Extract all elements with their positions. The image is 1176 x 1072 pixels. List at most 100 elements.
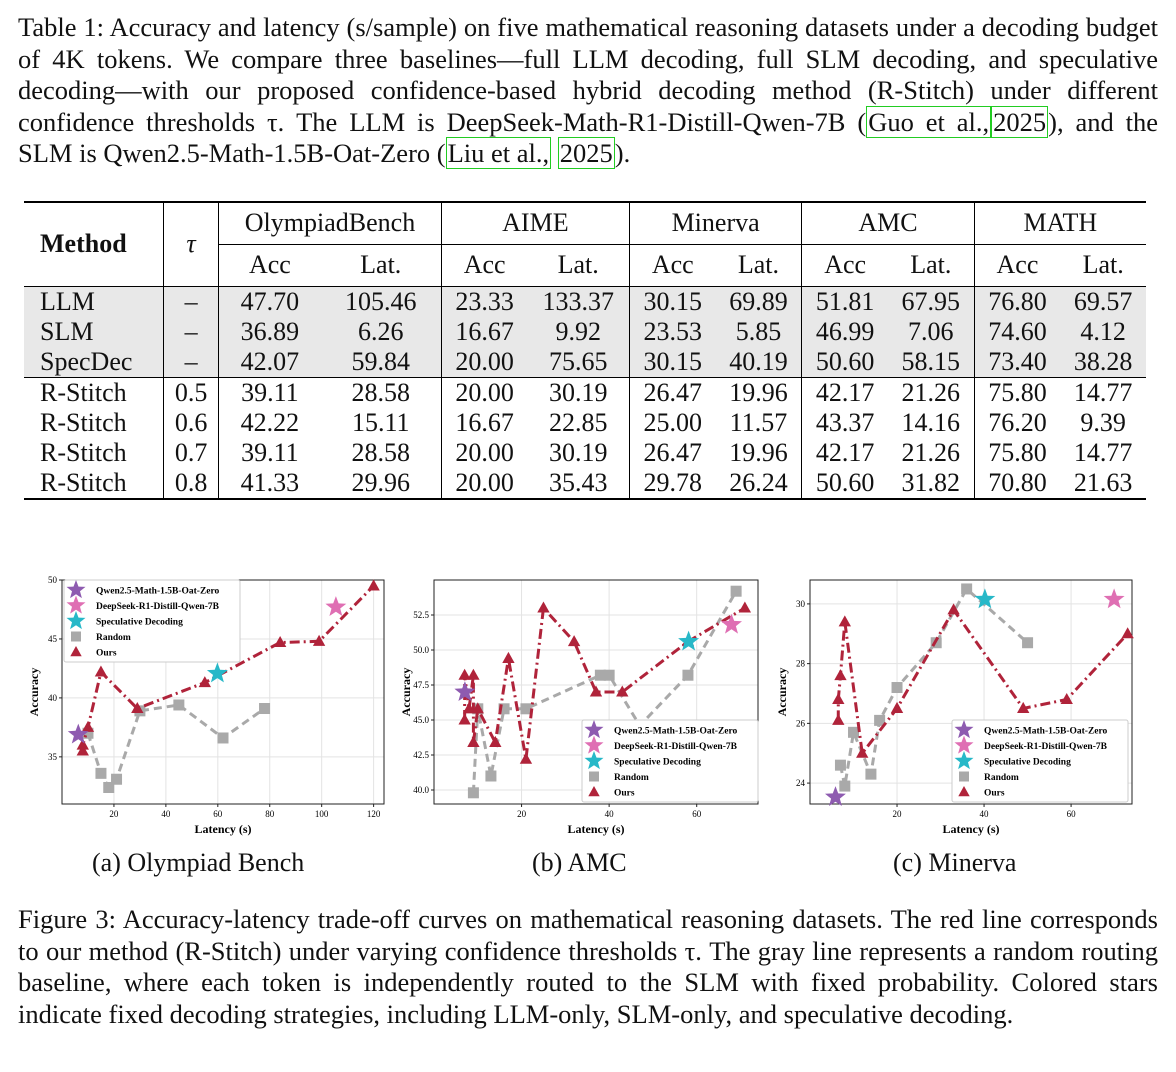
y-tick-label: 45.0	[413, 715, 429, 725]
chart-olympiad-bench: 20 40 60 80 100 120 35 40 45 50 Latency (s) Accurac…	[27, 575, 385, 836]
legend-label: Qwen2.5-Math-1.5B-Oat-Zero	[614, 727, 738, 737]
value-cell: 25.00	[628, 407, 716, 438]
lat-header: Lat.	[1082, 250, 1124, 279]
value-cell: 30.15	[628, 346, 716, 377]
value-cell: 21.63	[1073, 467, 1133, 497]
results-table: Method τ OlympiadBench AIME Minerva AMC …	[24, 201, 1146, 500]
ours-point	[1060, 692, 1073, 705]
ours-point	[947, 603, 960, 615]
y-tick-label: 50	[48, 575, 58, 585]
ours-point	[832, 692, 845, 705]
value-cell: 14.77	[1073, 377, 1133, 407]
value-cell: 16.67	[440, 316, 528, 347]
legend-label: Random	[614, 773, 649, 783]
y-tick-label: 52.5	[413, 610, 429, 620]
subcaption-olympiad: (a) Olympiad Bench	[92, 848, 305, 877]
value-cell: 41.33	[218, 467, 321, 499]
ours-series-line	[463, 604, 746, 760]
spec-star	[974, 588, 996, 609]
table-row: R-Stitch 0.6 42.22 15.11 16.67 22.85 25.00 11.5…	[24, 407, 1146, 438]
value-cell: 20.00	[440, 467, 528, 499]
x-tick-label: 100	[315, 809, 329, 819]
plot-frame	[433, 579, 759, 805]
value-cell: 31.82	[901, 467, 961, 497]
y-axis-label: Accuracy	[27, 668, 41, 717]
ours-point	[462, 702, 476, 714]
citation-link[interactable]: 2025	[557, 137, 615, 169]
value-cell: 75.80	[973, 377, 1061, 408]
y-tick-label: 47.5	[413, 680, 429, 690]
x-tick-label: 80	[265, 809, 275, 819]
legend-ours-marker	[958, 786, 970, 797]
ours-point	[467, 735, 480, 747]
citation-link[interactable]: Liu et al.,	[445, 137, 552, 169]
value-cell: 39.11	[218, 377, 321, 408]
legend-label: Speculative Decoding	[614, 758, 701, 768]
value-cell: 21.26	[901, 377, 961, 407]
table-row: R-Stitch 0.7 39.11 28.58 20.00 30.19 26.47 19.9…	[24, 437, 1146, 468]
ours-point	[502, 651, 515, 663]
legend-ours-marker	[70, 646, 82, 657]
value-cell: 76.20	[973, 407, 1061, 438]
y-axis-label: Accuracy	[399, 668, 413, 717]
spec-star	[206, 662, 228, 683]
value-cell: 67.95	[901, 286, 961, 316]
dataset-header: MATH	[973, 202, 1146, 245]
legend-label: Random	[96, 633, 131, 643]
value-cell: 30.15	[628, 286, 716, 317]
ours-point	[838, 615, 851, 627]
y-tick-label: 28	[796, 659, 806, 669]
method-header: Method	[40, 229, 127, 259]
value-cell: 20.00	[440, 377, 528, 408]
value-cell: 50.60	[801, 467, 888, 499]
ours-point	[589, 685, 603, 697]
value-cell: 9.92	[555, 316, 601, 346]
ours-point	[367, 579, 380, 591]
tau-cell: –	[162, 316, 219, 347]
ours-point	[471, 702, 484, 714]
legend-spec-star	[584, 751, 604, 770]
citation-link[interactable]: 2025	[991, 105, 1049, 138]
y-tick-label: 50.0	[413, 645, 429, 655]
random-point	[173, 699, 185, 711]
y-axis-label: Accuracy	[775, 668, 789, 717]
slm-star	[454, 681, 476, 701]
chart-minerva: 20 40 60 24 26 28 30 Latency (s) Accuracy Qwen2.5…	[775, 579, 1134, 836]
legend-label: Ours	[614, 789, 635, 799]
dataset-header: Minerva	[628, 202, 802, 245]
value-cell: 105.46	[344, 286, 417, 316]
value-cell: 26.24	[729, 467, 788, 497]
ours-point	[1017, 701, 1030, 713]
x-axis-label: Latency (s)	[568, 822, 625, 836]
legend-box	[63, 579, 241, 663]
method-cell: SLM	[40, 316, 94, 346]
random-point	[485, 770, 497, 782]
random-point	[111, 773, 123, 785]
slm-star	[67, 723, 89, 744]
legend-box	[581, 719, 759, 803]
value-cell: 50.60	[801, 346, 888, 377]
tau-cell: 0.8	[162, 467, 219, 499]
x-tick-label: 20	[109, 809, 119, 819]
ours-point	[537, 601, 550, 613]
legend-spec-star	[66, 611, 86, 630]
ours-point	[131, 702, 144, 714]
value-cell: 30.19	[548, 377, 608, 407]
citation-link[interactable]: Guo et al.,	[866, 105, 992, 138]
chart-amc: 20 40 60 40.0 42.5 45.0 47.5 50.0 52.5 Latency (s…	[399, 579, 759, 836]
value-cell: 20.00	[440, 437, 528, 468]
legend-label: Speculative Decoding	[984, 758, 1071, 768]
acc-header: Acc	[440, 244, 528, 286]
legend-llm-star	[66, 595, 86, 614]
value-cell: 16.67	[440, 407, 528, 438]
random-point	[865, 768, 877, 780]
ours-point	[519, 752, 533, 764]
lat-header: Lat.	[910, 250, 952, 279]
x-tick-label: 40	[161, 809, 171, 819]
legend-random-marker	[589, 771, 599, 782]
legend-ours-marker	[588, 786, 600, 797]
y-tick-label: 24	[796, 778, 806, 788]
y-tick-label: 40.0	[413, 785, 429, 795]
method-cell: LLM	[40, 286, 95, 316]
method-cell: SpecDec	[40, 346, 133, 376]
